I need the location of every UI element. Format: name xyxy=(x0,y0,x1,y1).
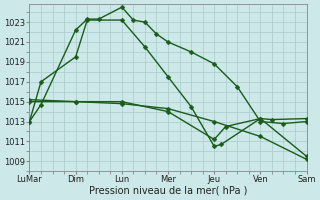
X-axis label: Pression niveau de la mer( hPa ): Pression niveau de la mer( hPa ) xyxy=(89,186,247,196)
